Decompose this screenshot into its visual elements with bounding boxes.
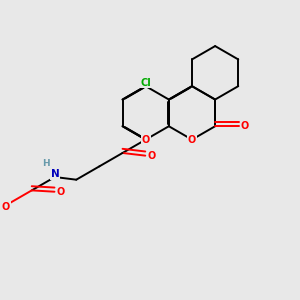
Text: Cl: Cl <box>140 78 151 88</box>
Text: O: O <box>142 135 150 145</box>
Text: O: O <box>188 135 196 145</box>
Text: O: O <box>241 121 249 131</box>
Text: O: O <box>57 187 65 197</box>
Text: O: O <box>148 151 156 160</box>
Text: O: O <box>2 202 10 212</box>
Text: N: N <box>50 169 59 179</box>
Text: H: H <box>42 159 50 168</box>
